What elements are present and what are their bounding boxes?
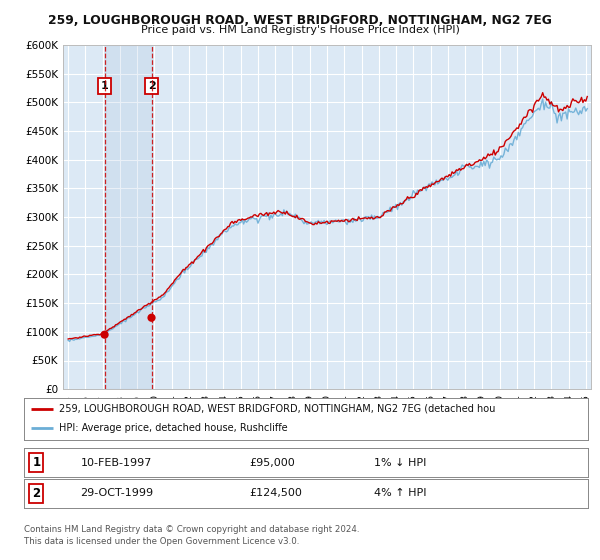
Text: HPI: Average price, detached house, Rushcliffe: HPI: Average price, detached house, Rush… bbox=[59, 423, 287, 433]
Text: £124,500: £124,500 bbox=[250, 488, 302, 498]
Text: 259, LOUGHBOROUGH ROAD, WEST BRIDGFORD, NOTTINGHAM, NG2 7EG: 259, LOUGHBOROUGH ROAD, WEST BRIDGFORD, … bbox=[48, 14, 552, 27]
Text: 4% ↑ HPI: 4% ↑ HPI bbox=[374, 488, 426, 498]
Text: £95,000: £95,000 bbox=[250, 458, 295, 468]
Text: Price paid vs. HM Land Registry's House Price Index (HPI): Price paid vs. HM Land Registry's House … bbox=[140, 25, 460, 35]
Text: 2: 2 bbox=[32, 487, 40, 500]
Text: 1: 1 bbox=[101, 81, 109, 91]
Bar bbox=[104, 45, 152, 389]
Point bbox=[147, 313, 157, 322]
Text: 1% ↓ HPI: 1% ↓ HPI bbox=[374, 458, 426, 468]
Text: 1: 1 bbox=[32, 456, 40, 469]
Text: 259, LOUGHBOROUGH ROAD, WEST BRIDGFORD, NOTTINGHAM, NG2 7EG (detached hou: 259, LOUGHBOROUGH ROAD, WEST BRIDGFORD, … bbox=[59, 404, 496, 414]
Text: 2: 2 bbox=[148, 81, 155, 91]
Text: 10-FEB-1997: 10-FEB-1997 bbox=[80, 458, 152, 468]
Text: 29-OCT-1999: 29-OCT-1999 bbox=[80, 488, 154, 498]
Point bbox=[100, 330, 109, 339]
Text: Contains HM Land Registry data © Crown copyright and database right 2024.
This d: Contains HM Land Registry data © Crown c… bbox=[24, 525, 359, 546]
